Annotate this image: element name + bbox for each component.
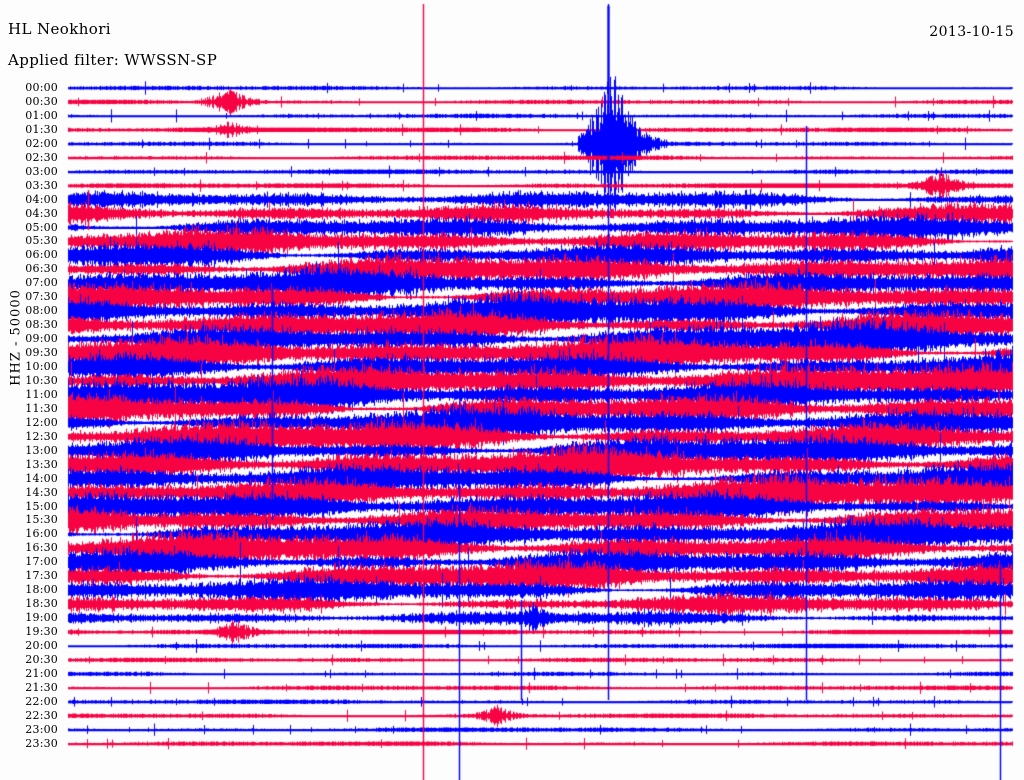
time-tick-label: 20:30 bbox=[25, 652, 58, 666]
time-tick-label: 17:00 bbox=[25, 555, 58, 569]
applied-filter-label: Applied filter: WWSSN-SP bbox=[8, 51, 218, 69]
channel-axis-label: HHZ - 50000 bbox=[8, 289, 24, 386]
time-tick-label: 07:00 bbox=[25, 276, 58, 290]
time-tick-label: 08:00 bbox=[25, 304, 58, 318]
time-tick-label: 21:30 bbox=[25, 680, 58, 694]
time-tick-label: 19:30 bbox=[25, 625, 58, 639]
time-tick-label: 04:30 bbox=[25, 206, 58, 220]
time-tick-label: 02:30 bbox=[25, 150, 58, 164]
time-tick-label: 12:30 bbox=[25, 429, 58, 443]
time-tick-label: 02:00 bbox=[25, 136, 58, 150]
time-tick-label: 00:30 bbox=[25, 94, 58, 108]
time-tick-label: 03:30 bbox=[25, 178, 58, 192]
time-tick-label: 18:00 bbox=[25, 583, 58, 597]
time-tick-label: 05:00 bbox=[25, 220, 58, 234]
time-tick-label: 03:00 bbox=[25, 164, 58, 178]
time-tick-label: 11:00 bbox=[25, 387, 58, 401]
time-tick-label: 14:00 bbox=[25, 471, 58, 485]
time-tick-label: 23:30 bbox=[25, 736, 58, 750]
time-tick-label: 07:30 bbox=[25, 290, 58, 304]
time-tick-label: 22:30 bbox=[25, 708, 58, 722]
station-title: HL Neokhori bbox=[8, 20, 111, 38]
time-tick-label: 06:00 bbox=[25, 248, 58, 262]
time-tick-label: 21:00 bbox=[25, 666, 58, 680]
date-label: 2013-10-15 bbox=[929, 24, 1014, 40]
time-tick-label: 22:00 bbox=[25, 694, 58, 708]
time-tick-label: 13:30 bbox=[25, 457, 58, 471]
time-tick-label: 13:00 bbox=[25, 443, 58, 457]
time-tick-label: 11:30 bbox=[25, 401, 58, 415]
time-tick-label: 05:30 bbox=[25, 234, 58, 248]
time-tick-label: 15:00 bbox=[25, 499, 58, 513]
time-tick-label: 00:00 bbox=[25, 81, 58, 94]
time-tick-label: 16:00 bbox=[25, 527, 58, 541]
time-tick-label: 10:30 bbox=[25, 373, 58, 387]
time-tick-label: 09:30 bbox=[25, 346, 58, 360]
time-tick-label: 20:00 bbox=[25, 639, 58, 652]
time-tick-label: 01:30 bbox=[25, 122, 58, 136]
time-tick-label: 10:00 bbox=[25, 360, 58, 373]
time-tick-label: 12:00 bbox=[25, 415, 58, 429]
time-tick-label: 23:00 bbox=[25, 722, 58, 736]
time-tick-label: 18:30 bbox=[25, 597, 58, 611]
time-tick-label: 15:30 bbox=[25, 513, 58, 527]
time-tick-label: 19:00 bbox=[25, 611, 58, 625]
time-tick-label: 06:30 bbox=[25, 262, 58, 276]
time-tick-label: 01:00 bbox=[25, 108, 58, 122]
time-tick-label: 04:00 bbox=[25, 192, 58, 206]
time-tick-label: 14:30 bbox=[25, 485, 58, 499]
time-tick-label: 17:30 bbox=[25, 569, 58, 583]
time-axis: 00:00 00:30 01:00 01:30 02:00 02:30 03:00 03:30… bbox=[0, 0, 66, 780]
time-tick-label: 08:30 bbox=[25, 318, 58, 332]
time-tick-label: 16:30 bbox=[25, 541, 58, 555]
time-tick-label: 09:00 bbox=[25, 332, 58, 346]
